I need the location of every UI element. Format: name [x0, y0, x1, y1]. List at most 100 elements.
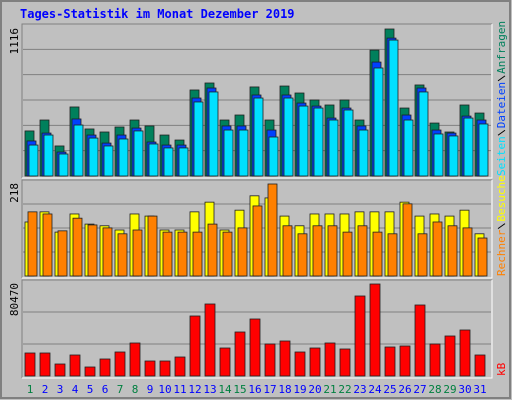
- bar: [387, 233, 398, 277]
- bar: [433, 133, 444, 177]
- bar: [99, 358, 111, 377]
- x-tick-label: 19: [293, 383, 306, 396]
- bar: [207, 223, 218, 277]
- legend-separator: [497, 129, 506, 136]
- bar: [117, 233, 128, 277]
- x-tick-label: 18: [278, 383, 291, 396]
- bar: [388, 39, 399, 177]
- chart-title: Tages-Statistik im Monat Dezember 2019: [20, 7, 295, 21]
- x-tick-label: 25: [383, 383, 396, 396]
- bar: [328, 119, 339, 177]
- bar: [84, 366, 96, 377]
- bar: [222, 231, 233, 277]
- bar: [24, 352, 36, 377]
- x-tick-label: 22: [338, 383, 351, 396]
- x-tick-label: 8: [132, 383, 139, 396]
- x-tick-label: 30: [458, 383, 471, 396]
- x-tick-label: 17: [263, 383, 276, 396]
- bar: [448, 135, 459, 177]
- bar: [474, 354, 486, 377]
- bar: [42, 213, 53, 277]
- bar: [373, 67, 384, 177]
- bar: [417, 233, 428, 277]
- bar: [178, 147, 189, 177]
- bar: [294, 351, 306, 377]
- bar: [208, 91, 219, 177]
- x-tick-label: 20: [308, 383, 321, 396]
- bar: [219, 347, 231, 377]
- panel-bevel: [22, 180, 493, 279]
- bar: [327, 225, 338, 277]
- x-tick-label: 11: [173, 383, 186, 396]
- bar: [354, 295, 366, 377]
- bar: [309, 347, 321, 377]
- bar: [159, 360, 171, 377]
- bar: [234, 331, 246, 377]
- bar: [478, 123, 489, 177]
- panel-bevel: [22, 280, 493, 379]
- bar: [237, 227, 248, 277]
- bar: [129, 342, 141, 377]
- bar: [28, 144, 39, 177]
- bar: [252, 205, 263, 277]
- x-tick-label: 13: [203, 383, 216, 396]
- x-tick-label: 23: [353, 383, 366, 396]
- bar: [459, 329, 471, 377]
- bar: [402, 203, 413, 277]
- bar: [73, 124, 84, 177]
- bar: [372, 231, 383, 277]
- legend-label: Anfragen: [495, 21, 508, 74]
- bar: [43, 134, 54, 177]
- x-tick-label: 6: [102, 383, 109, 396]
- bar: [313, 107, 324, 177]
- bar: [268, 136, 279, 177]
- bar: [118, 138, 129, 177]
- bar: [189, 315, 201, 377]
- x-tick-label: 5: [87, 383, 94, 396]
- bar: [358, 129, 369, 177]
- x-tick-label: 9: [147, 383, 154, 396]
- bar: [204, 303, 216, 377]
- bar: [312, 225, 323, 277]
- x-tick-label: 2: [42, 383, 49, 396]
- bar: [343, 109, 354, 177]
- bar: [447, 225, 458, 277]
- panel-bevel: [22, 24, 493, 179]
- bar: [103, 145, 114, 177]
- bar: [324, 342, 336, 377]
- x-tick-label: 21: [323, 383, 336, 396]
- x-tick-label: 16: [248, 383, 261, 396]
- bar: [357, 225, 368, 277]
- legend-label: Rechner: [495, 229, 508, 276]
- bar: [283, 97, 294, 177]
- bar: [192, 231, 203, 277]
- bar: [148, 143, 159, 177]
- bar: [384, 346, 396, 377]
- bar: [463, 117, 474, 177]
- bar: [102, 227, 113, 277]
- bar: [414, 304, 426, 377]
- bar: [174, 356, 186, 377]
- bar: [69, 354, 81, 377]
- bar: [249, 318, 261, 377]
- bar: [39, 352, 51, 377]
- x-tick-label: 7: [117, 383, 124, 396]
- bar: [54, 363, 66, 377]
- bar: [477, 237, 488, 277]
- y-tick-label: 80470: [8, 283, 21, 316]
- bar: [297, 233, 308, 277]
- x-tick-label: 31: [473, 383, 486, 396]
- bar: [144, 360, 156, 377]
- bar: [58, 153, 69, 177]
- bar: [403, 119, 414, 177]
- bar: [132, 229, 143, 277]
- x-tick-label: 12: [188, 383, 201, 396]
- bar: [369, 283, 381, 377]
- x-tick-label: 1: [27, 383, 34, 396]
- x-tick-label: 27: [413, 383, 426, 396]
- bar: [267, 183, 278, 277]
- x-tick-label: 24: [368, 383, 382, 396]
- bar: [88, 137, 99, 177]
- legend-label: Seiten: [495, 136, 508, 176]
